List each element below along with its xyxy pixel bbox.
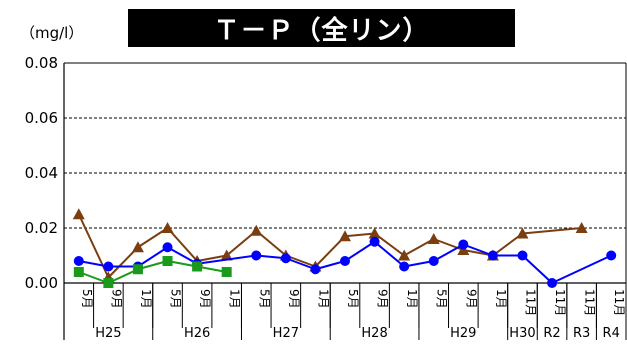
series-line-segment <box>373 240 405 268</box>
data-point-circle <box>162 242 173 253</box>
data-point-square <box>221 267 232 277</box>
chart-title: Ｔ－Ｐ（全リン） <box>128 9 515 47</box>
x-tick-label: 5月 <box>80 289 94 309</box>
x-tick-label: 1月 <box>228 289 242 309</box>
x-tick-label: 11月 <box>612 289 626 316</box>
data-point-circle <box>310 264 321 275</box>
data-point-square <box>73 267 84 277</box>
data-point-square <box>192 261 203 272</box>
data-point-circle <box>428 256 439 266</box>
data-point-square <box>132 264 143 275</box>
x-tick-label: 9月 <box>376 289 390 309</box>
data-point-triangle <box>398 249 411 261</box>
x-tick-label: 9月 <box>287 289 301 309</box>
data-point-circle <box>458 239 469 250</box>
data-point-triangle <box>368 227 381 239</box>
data-point-circle <box>340 256 350 266</box>
data-point-circle <box>369 236 380 247</box>
x-tick-label: 9月 <box>109 289 123 309</box>
y-tick-label: 0.02 <box>25 219 58 237</box>
series-line-segment <box>315 260 346 271</box>
series-line-segment <box>403 260 434 268</box>
data-point-circle <box>103 261 114 272</box>
x-tick-label: 1月 <box>316 289 330 309</box>
x-tick-label: 11月 <box>553 289 567 316</box>
series-line-segment <box>285 257 316 271</box>
year-label: R3 <box>573 326 590 341</box>
series-line-segment <box>285 254 316 268</box>
year-label: H26 <box>184 326 210 341</box>
data-point-circle <box>547 278 558 288</box>
data-point-triangle <box>427 233 440 244</box>
series-line-segment <box>167 246 198 265</box>
x-tick-label: 9月 <box>198 289 212 309</box>
data-point-triangle <box>250 224 263 236</box>
data-point-triangle <box>161 222 174 233</box>
data-point-triangle <box>220 249 233 261</box>
series-line-segment <box>196 254 257 265</box>
series-line-segment <box>78 260 109 268</box>
data-point-triangle <box>575 222 588 233</box>
series-line-segment <box>433 243 464 262</box>
year-label: H30 <box>509 326 535 341</box>
x-tick-label: 11月 <box>523 289 537 316</box>
data-point-circle <box>606 250 617 261</box>
series-line-segment <box>403 238 435 257</box>
year-label: R4 <box>603 326 620 341</box>
data-point-square <box>162 256 173 266</box>
series-line-segment <box>522 227 582 235</box>
year-label: H29 <box>450 326 476 341</box>
data-point-circle <box>73 256 84 266</box>
y-tick-label: 0.08 <box>25 54 58 72</box>
year-label: R2 <box>543 326 560 341</box>
series-line-segment <box>551 254 612 284</box>
x-tick-label: 9月 <box>464 289 478 309</box>
series-line-segment <box>137 246 169 268</box>
year-label: H28 <box>361 326 387 341</box>
year-label: H27 <box>273 326 299 341</box>
x-tick-label: 1月 <box>139 289 153 309</box>
y-axis-unit: （mg/l） <box>20 24 84 42</box>
x-tick-label: 1月 <box>494 289 508 309</box>
data-point-circle <box>399 261 410 272</box>
series-line-segment <box>166 227 198 262</box>
data-point-circle <box>487 250 498 261</box>
series-line-segment <box>344 240 376 262</box>
x-tick-label: 5月 <box>346 289 360 309</box>
series-line-segment <box>462 243 494 257</box>
x-tick-label: 5月 <box>169 289 183 309</box>
x-tick-label: 5月 <box>257 289 271 309</box>
x-tick-label: 5月 <box>435 289 449 309</box>
data-point-triangle <box>131 241 144 253</box>
data-point-triangle <box>516 227 529 239</box>
series-line-segment <box>107 246 139 279</box>
y-tick-label: 0.00 <box>25 274 58 292</box>
y-tick-label: 0.06 <box>25 109 58 127</box>
year-label: H25 <box>95 326 121 341</box>
data-point-triangle <box>72 208 85 220</box>
series-line-segment <box>314 235 346 268</box>
data-point-circle <box>251 250 262 261</box>
data-point-triangle <box>339 230 351 242</box>
data-point-square <box>103 278 114 288</box>
series-line-segment <box>344 232 375 238</box>
data-point-circle <box>280 253 291 264</box>
data-point-circle <box>517 250 528 261</box>
x-tick-label: 11月 <box>583 289 597 316</box>
series-line-segment <box>521 254 553 284</box>
x-tick-label: 1月 <box>405 289 419 309</box>
y-tick-label: 0.04 <box>25 164 58 182</box>
series-line-segment <box>196 254 227 262</box>
